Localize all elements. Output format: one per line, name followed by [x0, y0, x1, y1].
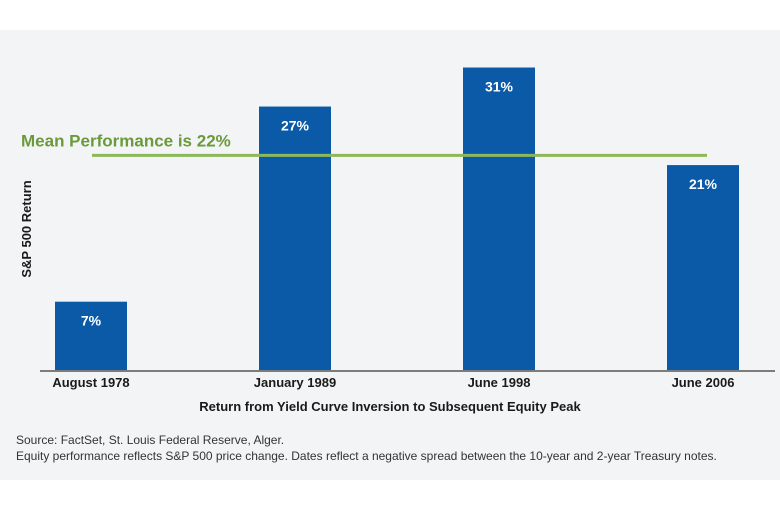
footnotes: Source: FactSet, St. Louis Federal Reser…: [16, 432, 717, 464]
bars-group: 7% 27% 31% 21%: [55, 67, 739, 371]
bar-1: [55, 301, 127, 370]
mean-label: Mean Performance is 22%: [21, 131, 231, 150]
bar-value-label-2: 27%: [281, 118, 310, 134]
chart-panel: [0, 30, 780, 480]
bar-value-label-1: 7%: [81, 313, 102, 329]
category-label-1: August 1978: [52, 375, 129, 390]
category-label-4: June 2006: [672, 375, 735, 390]
category-labels: August 1978 January 1989 June 1998 June 200…: [52, 375, 734, 390]
y-axis-title: S&P 500 Return: [19, 180, 34, 277]
bar-3: [463, 67, 535, 371]
x-axis-title: Return from Yield Curve Inversion to Sub…: [199, 399, 581, 414]
bar-value-label-3: 31%: [485, 79, 514, 95]
bar-2: [259, 106, 331, 370]
bar-4: [667, 165, 739, 370]
method-note: Equity performance reflects S&P 500 pric…: [16, 449, 717, 463]
category-label-2: January 1989: [254, 375, 336, 390]
bar-value-label-4: 21%: [689, 176, 718, 192]
source-note: Source: FactSet, St. Louis Federal Reser…: [16, 433, 285, 447]
category-label-3: June 1998: [468, 375, 531, 390]
